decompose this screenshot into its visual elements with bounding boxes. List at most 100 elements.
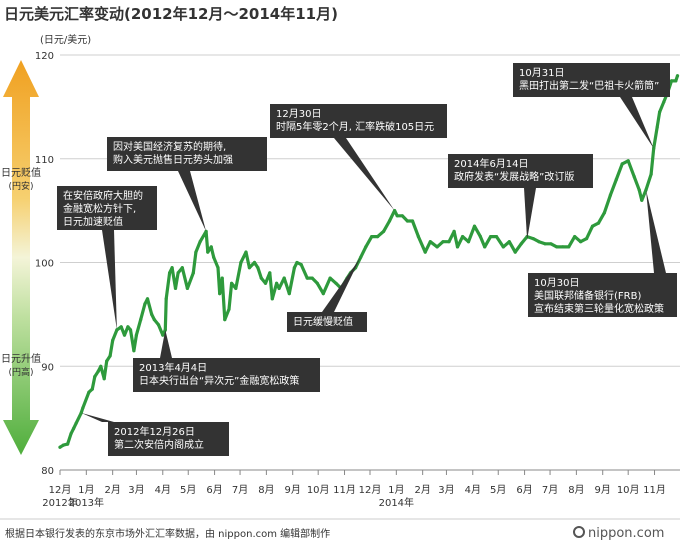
rate-point: [58, 445, 62, 449]
rate-point: [387, 219, 392, 223]
side-indicator-arrow: [3, 60, 39, 455]
rate-point: [168, 271, 172, 275]
rate-point: [139, 318, 143, 322]
rate-point: [239, 260, 243, 265]
annotation-pointer: [322, 257, 361, 312]
annotation-text: 10月30日: [534, 277, 579, 289]
rate-point: [87, 390, 91, 394]
rate-point: [334, 281, 338, 285]
annotation-pointer: [81, 412, 114, 422]
rate-point: [640, 198, 644, 202]
x-tick-label: 4月: [155, 484, 171, 496]
annotation-box: [528, 273, 677, 317]
rate-point: [299, 263, 303, 267]
rate-point: [620, 162, 624, 166]
rate-point: [170, 266, 174, 270]
rate-point: [156, 323, 161, 327]
rate-point: [555, 245, 559, 249]
rate-point: [244, 250, 248, 254]
rate-point: [277, 286, 281, 290]
rate-point: [218, 292, 222, 296]
rate-point: [209, 245, 213, 249]
x-tick-label: 9月: [595, 484, 611, 496]
rate-point: [452, 229, 456, 233]
rate-point: [626, 159, 630, 163]
rate-point: [128, 328, 133, 332]
rate-point: [90, 387, 94, 391]
rate-point: [400, 214, 404, 218]
rate-point: [395, 214, 399, 218]
rate-point: [658, 110, 662, 114]
rate-point: [519, 242, 523, 246]
rate-point: [428, 240, 432, 244]
x-tick-label: 10月: [307, 484, 330, 496]
annotation-callout: 日元缓慢贬值: [287, 257, 367, 332]
rate-point: [259, 276, 263, 280]
rate-point: [227, 307, 231, 311]
rate-point: [198, 240, 202, 244]
annotation-text: 2012年12月26日: [114, 425, 195, 438]
rate-point: [382, 229, 386, 233]
rate-point: [507, 240, 511, 244]
rate-point: [585, 237, 589, 241]
rate-point: [223, 318, 227, 322]
rate-point: [461, 235, 465, 239]
rate-point: [126, 325, 130, 329]
rate-point: [321, 292, 325, 296]
rate-point: [441, 240, 445, 244]
rate-point: [176, 271, 180, 275]
annotation-text: 金融宽松方针下,: [63, 202, 136, 215]
annotation-text: 日本央行出台“异次元”金融宽松政策: [139, 374, 299, 387]
rate-point: [164, 297, 168, 301]
x-year-label: 2014年: [379, 496, 414, 509]
rate-point: [212, 255, 216, 259]
rate-point: [472, 224, 477, 228]
side-label-top-1: 日元贬值: [1, 166, 41, 179]
rate-point: [105, 359, 109, 363]
rate-point: [163, 328, 167, 332]
x-tick-label: 1月: [388, 484, 404, 496]
rate-point: [206, 250, 210, 254]
x-tick-label: 1月: [78, 484, 94, 496]
x-tick-label: 7月: [232, 484, 248, 496]
annotation-pointer: [102, 230, 117, 330]
rate-point: [173, 286, 178, 290]
rate-point: [590, 224, 595, 228]
rate-point: [655, 126, 659, 130]
rate-point: [579, 240, 583, 244]
annotation-text: 日元缓慢贬值: [293, 315, 353, 328]
annotation-text: 日元加速贬值: [63, 215, 123, 228]
rate-point: [489, 235, 493, 239]
annotation-text: 10月31日: [519, 67, 564, 79]
y-tick-label: 100: [35, 259, 54, 270]
rate-point: [111, 338, 115, 342]
annotation-box: [107, 137, 267, 171]
rate-point: [632, 174, 636, 178]
rate-point: [72, 426, 76, 431]
rate-point: [513, 250, 517, 254]
side-label-bottom-1: 日元升值: [1, 352, 41, 365]
rate-point: [310, 276, 314, 280]
annotation-text: 12月30日: [276, 108, 321, 120]
rate-point: [478, 235, 482, 239]
rate-point: [405, 219, 409, 223]
rate-point: [191, 271, 195, 275]
annotation-box: [513, 63, 670, 97]
rate-point: [649, 172, 653, 176]
rate-point: [423, 250, 427, 254]
x-tick-label: 12月: [359, 484, 382, 496]
rate-point: [494, 235, 499, 239]
annotation-text: 时隔5年零2个月, 汇率跌破105日元: [276, 120, 434, 133]
rate-point: [69, 432, 73, 436]
rate-point: [537, 240, 541, 244]
rate-point: [132, 349, 136, 353]
x-year-label: 2013年: [69, 496, 104, 509]
rate-point: [66, 442, 70, 446]
rate-point: [122, 333, 127, 337]
rate-point: [252, 260, 257, 265]
rate-point: [282, 276, 286, 280]
